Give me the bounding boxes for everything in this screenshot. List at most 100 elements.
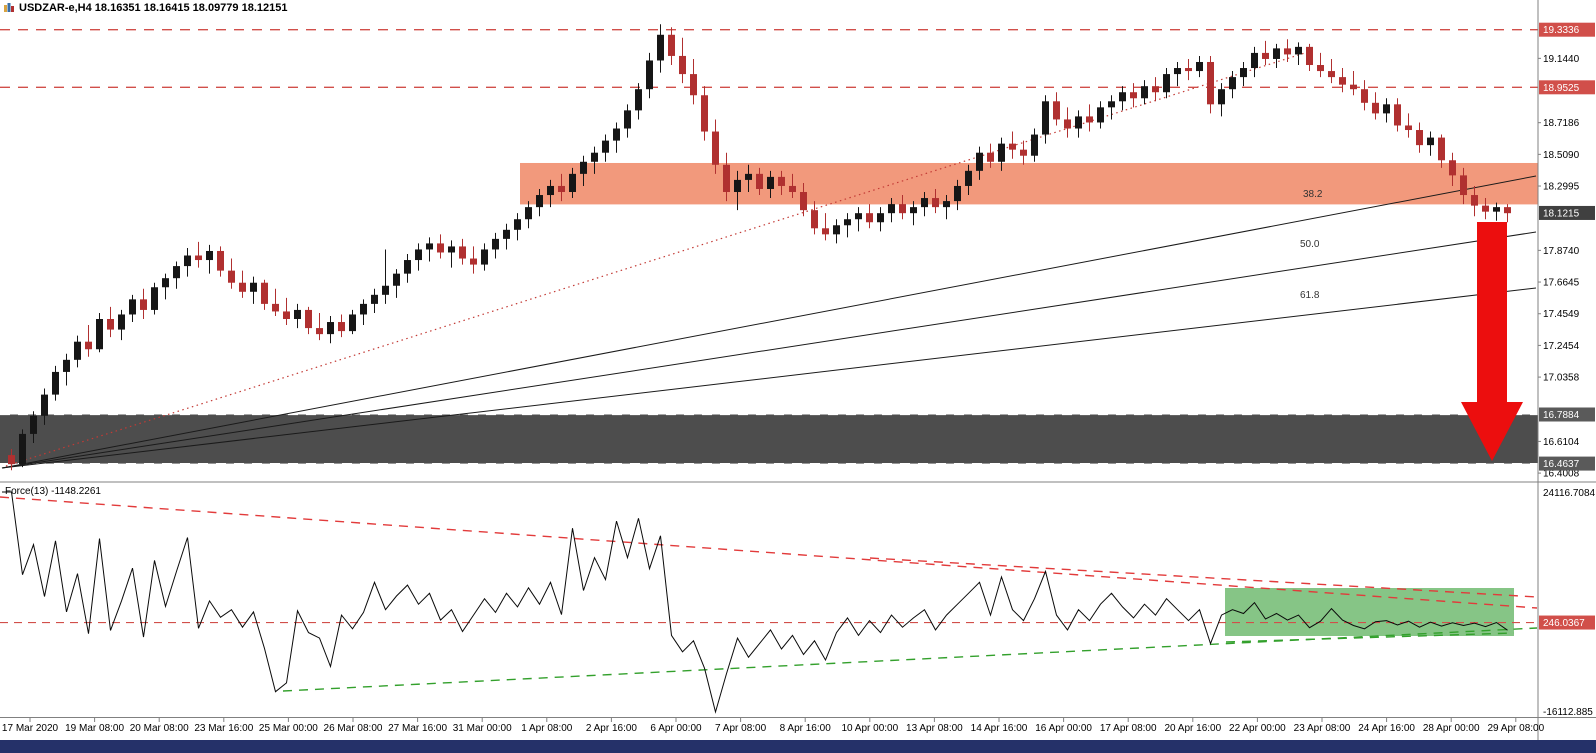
candle-body — [943, 201, 950, 208]
indicator-level-badge-label: 246.0367 — [1543, 618, 1585, 629]
time-axis-label: 17 Mar 2020 — [2, 723, 59, 734]
candle-body — [1174, 68, 1181, 75]
candle-body — [1064, 119, 1071, 129]
candle-body — [657, 34, 664, 61]
indicator-axis[interactable]: 24116.7084 -16112.885 246.0367 — [1539, 488, 1596, 718]
time-axis-label: 20 Mar 08:00 — [130, 723, 189, 734]
time-axis-label: 17 Apr 08:00 — [1100, 723, 1157, 734]
candle-body — [492, 238, 499, 250]
candle-body — [888, 204, 895, 214]
candle-body — [1284, 48, 1291, 55]
candle-body — [602, 140, 609, 153]
candle-body — [360, 303, 367, 315]
time-axis[interactable]: 17 Mar 2020 19 Mar 08:00 20 Mar 08:00 23 Ma… — [2, 717, 1545, 735]
candle-body — [789, 185, 796, 193]
candle-body — [910, 207, 917, 214]
indicator-level-badge — [1539, 615, 1595, 630]
chart-icon — [4, 3, 14, 13]
time-axis-label: 20 Apr 16:00 — [1164, 723, 1221, 734]
indicator-max-label: 24116.7084 — [1543, 488, 1596, 499]
price-badge — [1539, 456, 1595, 471]
candle-body — [217, 250, 224, 271]
price-axis-label: 18.7186 — [1543, 118, 1580, 129]
price-badge-label: 18.1215 — [1543, 208, 1580, 219]
time-axis-label: 8 Apr 16:00 — [780, 723, 832, 734]
price-badge — [1539, 205, 1595, 220]
candle-body — [1372, 102, 1379, 114]
time-axis-label: 2 Apr 16:00 — [586, 723, 638, 734]
price-axis[interactable]: 19.1440 18.7186 18.5090 18.2995 17.8740 17.66… — [1538, 22, 1595, 480]
price-axis-label: 17.6645 — [1543, 278, 1580, 289]
down-arrow-annotation — [1461, 222, 1523, 461]
candle-body — [525, 207, 532, 220]
candle-body — [1075, 116, 1082, 129]
price-badge-label: 18.9525 — [1543, 83, 1580, 94]
candle-body — [1251, 52, 1258, 69]
candle-body — [965, 170, 972, 186]
candle-body — [184, 255, 191, 267]
candle-body — [195, 255, 202, 261]
candle-body — [1482, 205, 1489, 212]
candle-body — [1053, 101, 1060, 120]
candle-body — [734, 179, 741, 193]
candle-body — [932, 198, 939, 208]
candle-body — [921, 198, 928, 208]
candle-body — [855, 213, 862, 220]
candle-body — [448, 246, 455, 253]
fib-fan-line — [1, 175, 1537, 469]
candle-body — [1042, 101, 1049, 135]
candle-body — [635, 89, 642, 111]
candle-body — [514, 219, 521, 230]
candle-body — [833, 225, 840, 235]
candle-body — [1141, 86, 1148, 99]
candle-body — [1383, 104, 1390, 114]
candle-body — [1460, 175, 1467, 196]
symbol-title: USDZAR-e,H4 18.16351 18.16415 18.09779 1… — [4, 2, 287, 14]
time-axis-label: 31 Mar 00:00 — [453, 723, 512, 734]
time-axis-label: 22 Apr 00:00 — [1229, 723, 1286, 734]
candle-body — [701, 95, 708, 132]
candle-body — [1262, 52, 1269, 59]
candle-body — [107, 319, 114, 330]
candle-body — [778, 176, 785, 186]
candle-body — [1416, 130, 1423, 146]
price-axis-label: 18.5090 — [1543, 150, 1580, 161]
time-axis-label: 24 Apr 16:00 — [1358, 723, 1415, 734]
fib-fan-label: 38.2 — [1303, 189, 1323, 200]
candle-body — [745, 173, 752, 180]
time-axis-label: 29 Apr 08:00 — [1487, 723, 1544, 734]
candle-body — [239, 282, 246, 292]
candle-body — [393, 273, 400, 286]
candle-body — [294, 309, 301, 320]
candle-body — [426, 243, 433, 250]
time-axis-label: 10 Apr 00:00 — [841, 723, 898, 734]
candle-body — [1218, 89, 1225, 105]
candle-body — [800, 192, 807, 211]
candle-body — [580, 161, 587, 174]
candle-body — [206, 250, 213, 261]
candle-body — [250, 282, 257, 292]
candle-body — [151, 287, 158, 310]
fib-fan-line — [1, 287, 1537, 469]
candle-body — [140, 299, 147, 310]
candle-body — [1339, 77, 1346, 85]
time-axis-label: 1 Apr 08:00 — [521, 723, 573, 734]
candle-body — [1427, 137, 1434, 146]
candle-body — [503, 229, 510, 239]
candle-body — [1031, 134, 1038, 156]
time-axis-label: 7 Apr 08:00 — [715, 723, 767, 734]
candle-body — [1130, 92, 1137, 99]
candle-body — [1152, 86, 1159, 93]
symbol-title-text: USDZAR-e,H4 18.16351 18.16415 18.09779 1… — [19, 2, 288, 14]
candle-body — [338, 322, 345, 332]
candle-body — [30, 415, 37, 434]
candle-body — [987, 152, 994, 162]
candle-body — [1185, 68, 1192, 72]
candle-body — [96, 319, 103, 350]
candle-body — [261, 282, 268, 304]
candle-body — [316, 328, 323, 335]
candles-layer — [8, 24, 1511, 471]
price-badge-label: 16.4637 — [1543, 459, 1580, 470]
fib-fan-label: 50.0 — [1300, 239, 1320, 250]
